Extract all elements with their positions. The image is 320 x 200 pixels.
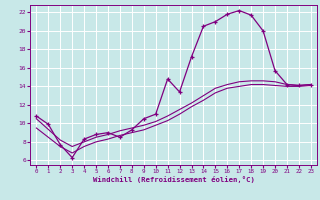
X-axis label: Windchill (Refroidissement éolien,°C): Windchill (Refroidissement éolien,°C) xyxy=(93,176,254,183)
